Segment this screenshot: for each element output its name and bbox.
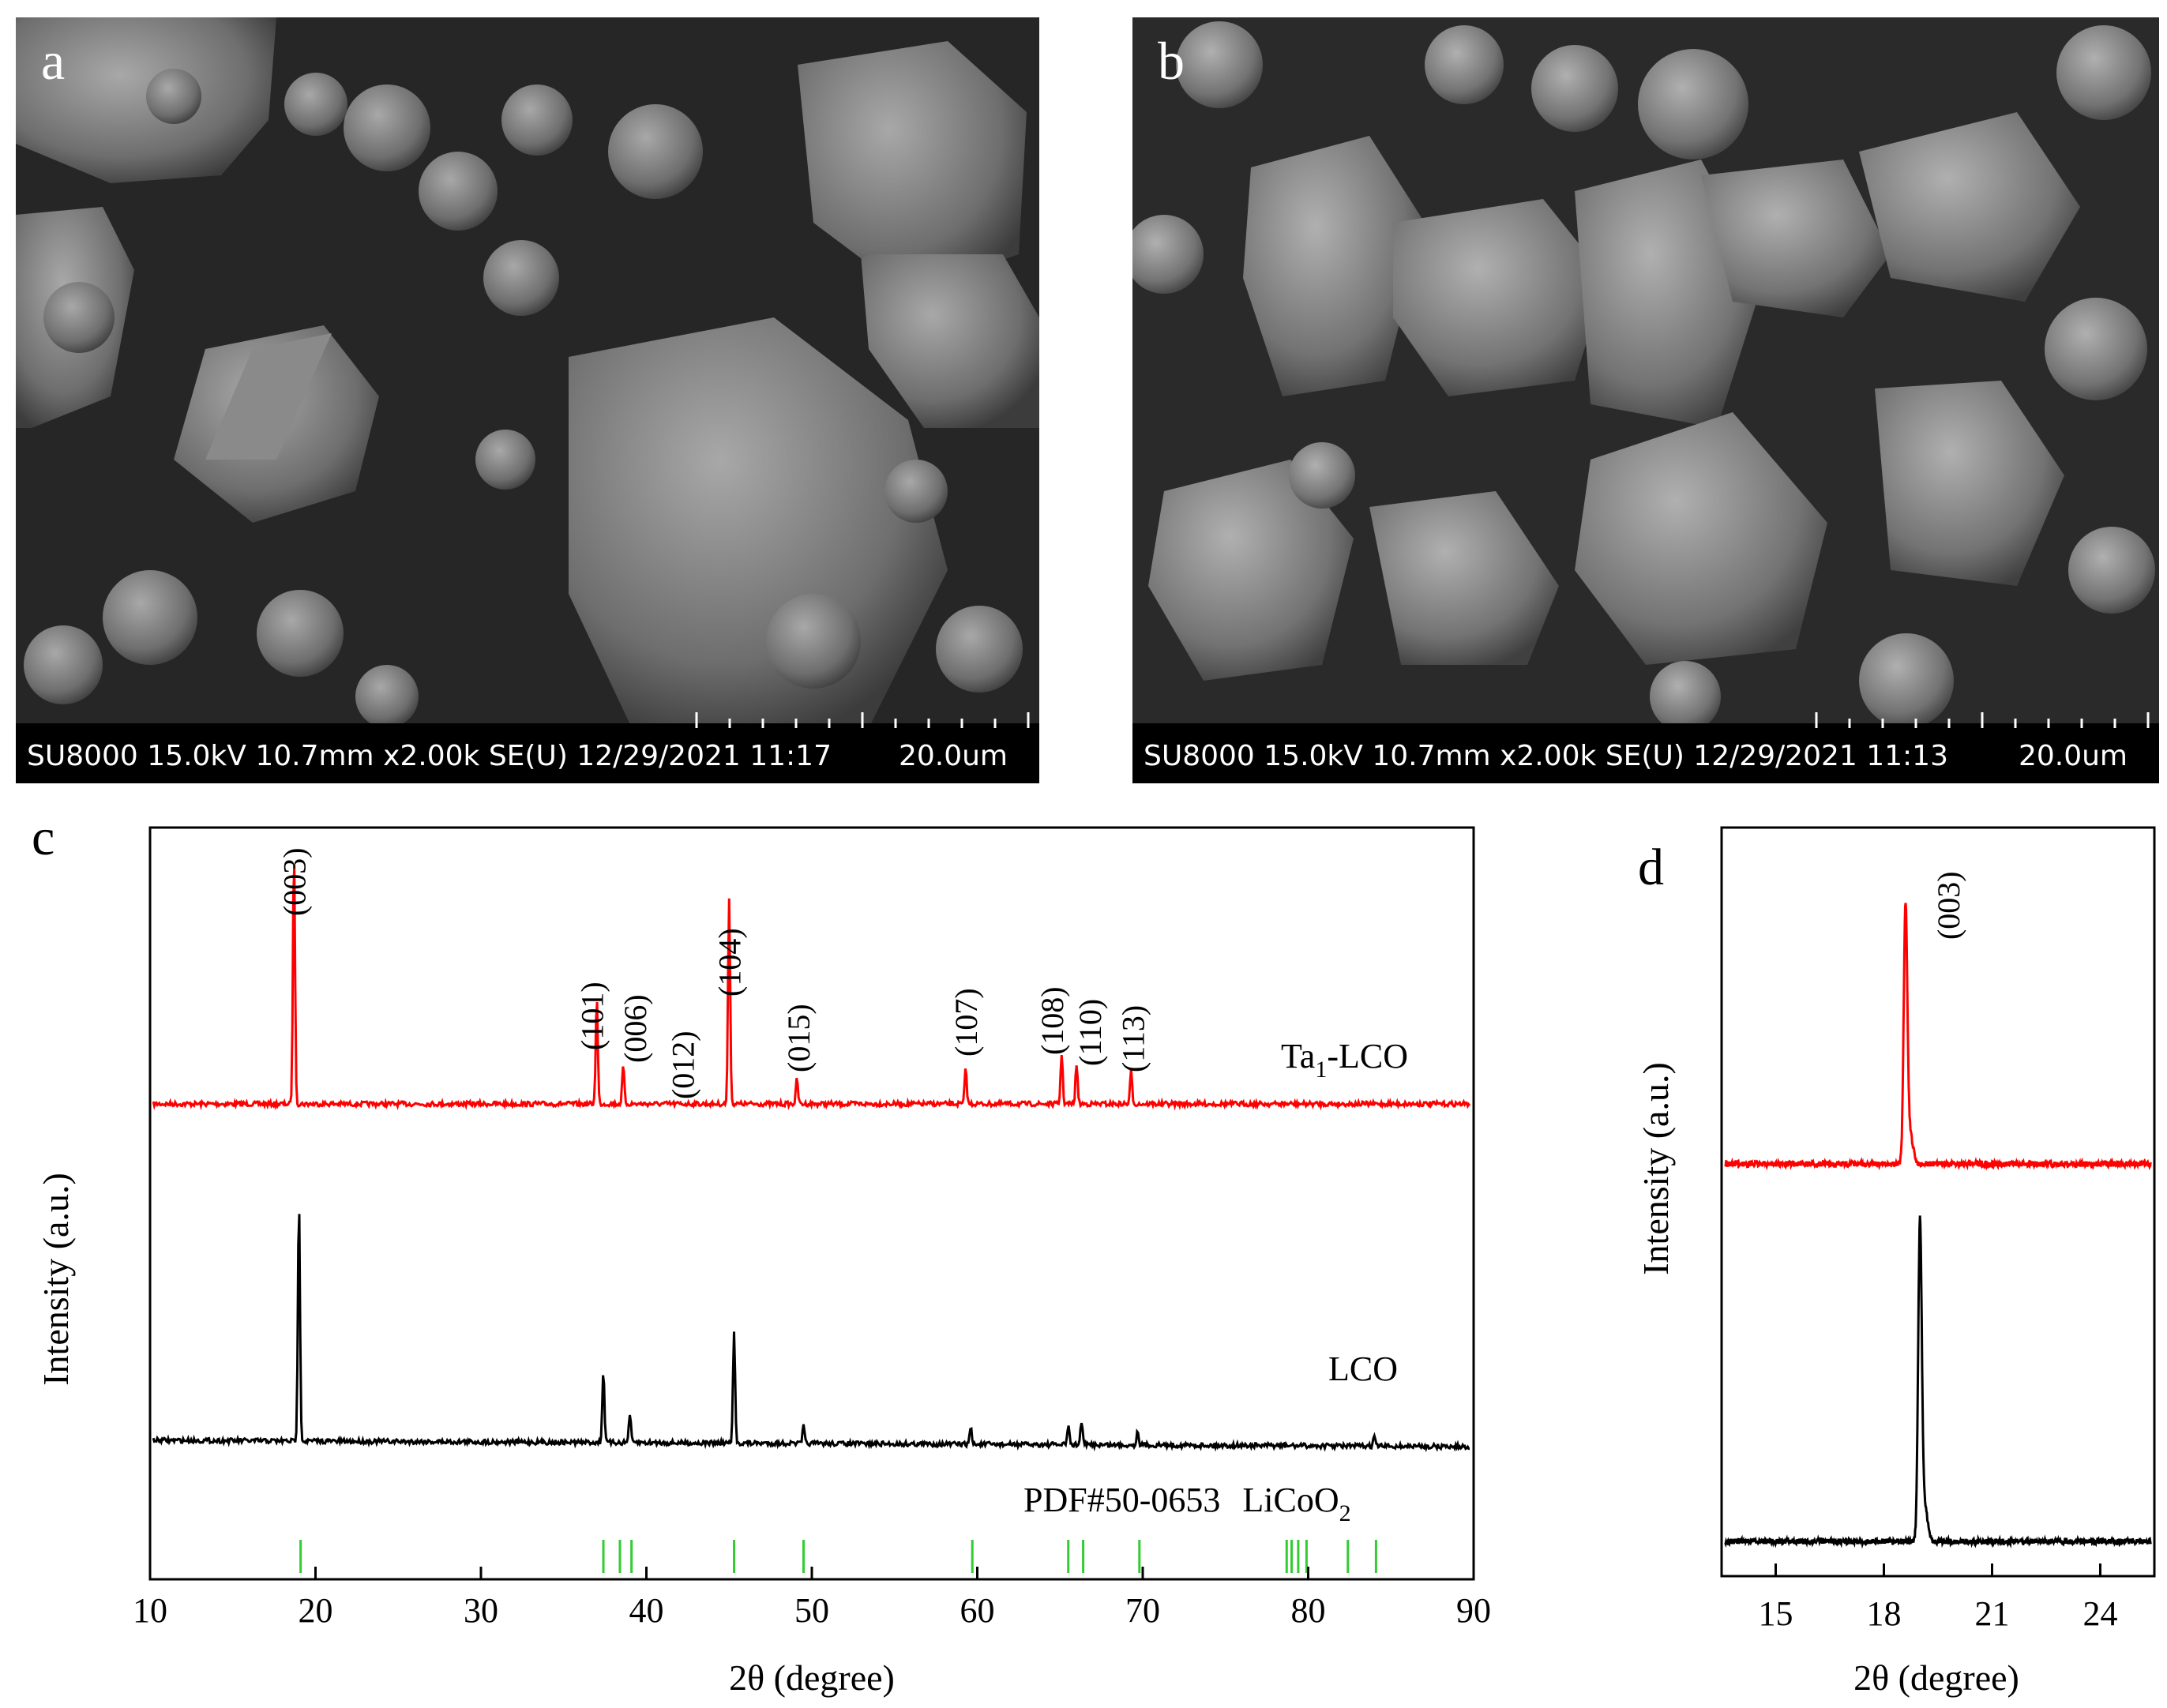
peak-label: (006) [618,994,653,1063]
series-label-ta1-lco: Ta1-LCO [1281,1037,1408,1083]
panel-label-b: b [1158,31,1185,91]
xrd-zoom-line-ta1-lco [1724,903,2152,1171]
peak-label: (113) [1115,1005,1151,1072]
sem-scale-ticks-b [1815,712,2150,728]
panel-label-a: a [41,31,66,91]
x-axis-ticks-d: 15 18 21 24 [1759,1563,2118,1633]
peak-annotations: (003) (101) (006) (012) (104) (015) (107) (108)… [276,847,1151,1099]
peak-label: (107) [948,988,984,1057]
peak-label: (108) [1035,986,1070,1055]
x-tick-label: 90 [1456,1591,1491,1630]
sem-micrograph-a [16,17,1039,728]
peak-label: (101) [574,982,610,1050]
plot-frame-c [148,826,1475,1581]
peak-label: (003) [1931,871,1966,940]
sem-scale-label-b: 20.0um [2018,740,2128,772]
panel-label-d: d [1638,839,1664,896]
x-tick-label: 21 [1975,1594,2010,1633]
y-axis-label-c: Intensity (a.u.) [36,1173,76,1386]
sem-scale-label-a: 20.0um [898,740,1008,772]
y-axis-label-d: Intensity (a.u.) [1636,1062,1676,1275]
peak-annotation-d: (003) [1931,871,1966,940]
sem-image-a: a SU8000 15.0kV 10.7mm x2.00k SE(U) 12/2… [16,17,1039,783]
sem-scale-ticks-a [695,712,1030,728]
x-tick-label: 80 [1291,1591,1326,1630]
x-axis-ticks-c: 10 20 30 40 50 60 70 80 90 [133,1567,1491,1630]
x-tick-label: 10 [133,1591,167,1630]
xrd-series-group-c [152,865,1471,1453]
x-tick-label: 70 [1125,1591,1160,1630]
sem-image-b: b SU8000 15.0kV 10.7mm x2.00k SE(U) 12/2… [1132,17,2159,783]
xrd-line-lco [152,1214,1470,1453]
sem-info-bar-b: SU8000 15.0kV 10.7mm x2.00k SE(U) 12/29/… [1132,723,2159,783]
peak-label: (104) [712,928,747,997]
xrd-zoom-line-lco [1724,1215,2152,1549]
series-label-lco: LCO [1328,1350,1398,1388]
x-tick-label: 24 [2083,1594,2118,1633]
sem-info-text-a: SU8000 15.0kV 10.7mm x2.00k SE(U) 12/29/… [27,740,832,772]
peak-label: (015) [781,1004,817,1072]
peak-label: (012) [666,1030,701,1099]
sem-info-bar-a: SU8000 15.0kV 10.7mm x2.00k SE(U) 12/29/… [16,723,1039,783]
plot-frame-d [1720,826,2156,1578]
panel-label-c: c [32,809,54,866]
x-tick-label: 40 [629,1591,664,1630]
xrd-chart-c: c 10 20 30 40 50 60 70 80 90 (003) (101) (006) (012… [32,809,1491,1698]
peak-label: (003) [276,847,312,916]
x-tick-label: 20 [299,1591,333,1630]
x-tick-label: 18 [1867,1594,1902,1633]
x-tick-label: 15 [1759,1594,1793,1633]
peak-label: (110) [1072,999,1108,1066]
x-axis-label-c: 2θ (degree) [729,1657,895,1698]
xrd-chart-d: d 15 18 21 24 (003) 2θ (degree) Intensity (… [1636,826,2156,1698]
reference-lines [299,1540,1377,1573]
sem-micrograph-b [1132,17,2159,728]
x-axis-label-d: 2θ (degree) [1853,1657,2019,1698]
xrd-series-group-d [1724,903,2152,1549]
x-tick-label: 30 [464,1591,498,1630]
sem-info-text-b: SU8000 15.0kV 10.7mm x2.00k SE(U) 12/29/… [1144,740,1948,772]
xrd-line-ta1-lco [152,865,1471,1111]
x-tick-label: 60 [960,1591,995,1630]
x-tick-label: 50 [794,1591,829,1630]
reference-label: PDF#50-0653 LiCoO2 [1023,1481,1351,1526]
